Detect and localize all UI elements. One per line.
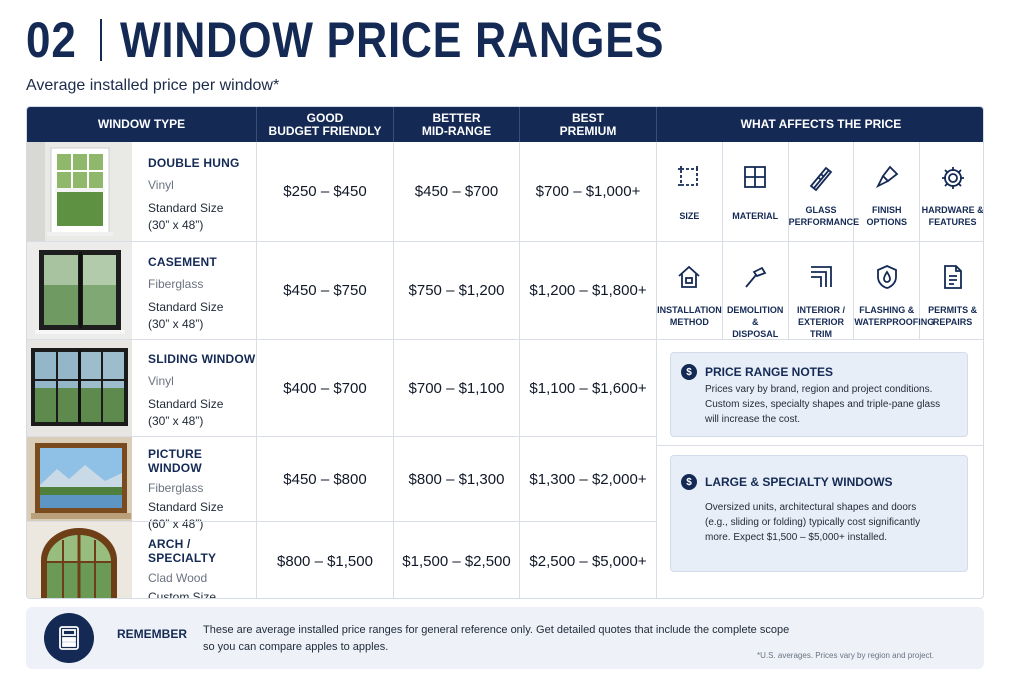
dollar-icon: $ (681, 474, 697, 490)
window-size: Standard Size (60” x 48”) (148, 500, 224, 531)
glass-icon (809, 166, 833, 192)
window-material: Vinyl (148, 374, 174, 388)
price-best: $1,200 – $1,800+ (520, 242, 657, 339)
factor-demolition: DEMOLITION & DISPOSAL (723, 242, 789, 339)
price-better: $800 – $1,300 (394, 437, 520, 521)
arch-window-image (27, 522, 132, 598)
note-body: Oversized units, architectural shapes an… (705, 502, 921, 543)
window-type-name: DOUBLE HUNG (148, 156, 240, 170)
type-cell: DOUBLE HUNG Vinyl Standard Size (30” x 48… (27, 142, 257, 241)
window-size: Custom Size (148, 590, 217, 599)
factor-material: MATERIAL (723, 142, 789, 241)
window-size: Standard Size (30” x 48”) (148, 201, 224, 232)
window-size: Standard Size (30” x 48”) (148, 300, 224, 331)
factor-flashing: FLASHING & WATERPROOFING (854, 242, 934, 339)
factor-hardware: HARDWARE & FEATURES (920, 142, 983, 241)
price-table: WINDOW TYPE GOOD BUDGET FRIENDLY BETTER MI… (26, 106, 984, 599)
dollar-icon: $ (681, 364, 697, 380)
type-cell: PICTURE WINDOW Fiberglass Standard Size(… (27, 437, 257, 531)
window-material: Fiberglass (148, 481, 204, 495)
col-better: BETTER MID-RANGE (394, 107, 520, 142)
house-icon (678, 265, 700, 288)
section-number: 02 (26, 12, 77, 68)
price-good: $450 – $750 (257, 242, 394, 339)
size-icon (678, 166, 699, 186)
price-best: $1,300 – $2,000+ (520, 437, 657, 521)
factor-size: SIZE (657, 142, 723, 241)
remember-label: REMEMBER (117, 627, 188, 641)
price-better: $700 – $1,100 (394, 340, 520, 436)
large-specialty-note: $ LARGE & SPECIALTY WINDOWS Oversized un… (670, 455, 968, 572)
price-best: $1,100 – $1,600+ (520, 340, 657, 436)
note-title: PRICE RANGE NOTES (705, 365, 834, 379)
window-type-name: ARCH / SPECIALTY (148, 537, 217, 565)
price-best: $2,500 – $5,000+ (520, 522, 657, 598)
price-good: $450 – $800 (257, 437, 394, 521)
table-row: SLIDING WINDOW Vinyl Standard Size (30” x… (27, 339, 657, 436)
factor-installation: INSTALLATION METHOD (657, 242, 723, 339)
price-better: $1,500 – $2,500 (394, 522, 520, 598)
sliding-window-image (27, 340, 132, 436)
brush-icon (875, 165, 899, 189)
table-row: ARCH / SPECIALTY Clad Wood Custom Size $… (27, 521, 657, 599)
col-affects: WHAT AFFECTS THE PRICE (740, 117, 902, 131)
hammer-icon (745, 266, 767, 288)
window-material: Clad Wood (148, 571, 208, 585)
factor-finish: FINISH OPTIONS (854, 142, 921, 241)
table-row: CASEMENT Fiberglass Standard Size (30” x … (27, 241, 657, 339)
factor-glass: GLASS PERFORMANCE (789, 142, 859, 241)
remember-text: These are average installed price ranges… (203, 624, 790, 653)
window-type-name: SLIDING WINDOW (148, 352, 256, 366)
page-header: 02 WINDOW PRICE RANGES (26, 10, 753, 70)
price-better: $450 – $700 (394, 142, 520, 241)
price-good: $400 – $700 (257, 340, 394, 436)
col-good: GOOD BUDGET FRIENDLY (257, 107, 394, 142)
factor-row: SIZE MATERIAL GLASS PERFORMANCE FINISH OPT… (657, 142, 983, 241)
page-title: WINDOW PRICE RANGES (120, 12, 665, 68)
price-factors-panel: SIZE MATERIAL GLASS PERFORMANCE FINISH OPT… (657, 142, 983, 598)
casement-image (27, 242, 132, 339)
material-icon (744, 166, 767, 188)
price-good: $800 – $1,500 (257, 522, 394, 598)
trim-icon (810, 266, 832, 287)
window-material: Fiberglass (148, 277, 204, 291)
col-window-type: WINDOW TYPE (27, 107, 257, 142)
note-body: Prices vary by brand, region and project… (705, 384, 941, 425)
document-icon (943, 265, 962, 289)
table-row: DOUBLE HUNG Vinyl Standard Size (30” x 48… (27, 142, 657, 241)
factor-trim: INTERIOR / EXTERIOR TRIM (789, 242, 855, 339)
window-material: Vinyl (148, 178, 174, 192)
page-subtitle: Average installed price per window* (26, 77, 280, 94)
table-header: WINDOW TYPE GOOD BUDGET FRIENDLY BETTER MI… (27, 107, 983, 142)
window-size: Standard Size (30” x 48”) (148, 397, 224, 428)
window-type-name: CASEMENT (148, 255, 217, 269)
factor-row: INSTALLATION METHOD DEMOLITION & DISPOSAL … (657, 241, 983, 339)
price-range-notes: $ PRICE RANGE NOTES Prices vary by brand… (670, 352, 968, 437)
table-row: PICTURE WINDOW Fiberglass Standard Size(… (27, 436, 657, 531)
type-cell: CASEMENT Fiberglass Standard Size (30” x … (27, 242, 257, 339)
note-title: LARGE & SPECIALTY WINDOWS (705, 475, 893, 489)
factor-permits: PERMITS & REPAIRS (920, 242, 983, 339)
divider (100, 19, 102, 61)
double-hung-image (27, 142, 132, 241)
window-type-name: PICTURE WINDOW (148, 447, 203, 475)
price-better: $750 – $1,200 (394, 242, 520, 339)
gear-icon (941, 167, 964, 189)
col-best: BEST PREMIUM (520, 107, 657, 142)
type-cell: SLIDING WINDOW Vinyl Standard Size (30” x… (27, 340, 257, 436)
calculator-icon (44, 613, 94, 663)
remember-banner: REMEMBER These are average installed pri… (26, 607, 984, 669)
price-best: $700 – $1,000+ (520, 142, 657, 241)
shield-drop-icon (876, 265, 897, 289)
picture-window-image (27, 437, 132, 521)
type-cell: ARCH / SPECIALTY Clad Wood Custom Size (27, 522, 257, 599)
price-good: $250 – $450 (257, 142, 394, 241)
footnote: *U.S. averages. Prices vary by region an… (757, 651, 934, 660)
